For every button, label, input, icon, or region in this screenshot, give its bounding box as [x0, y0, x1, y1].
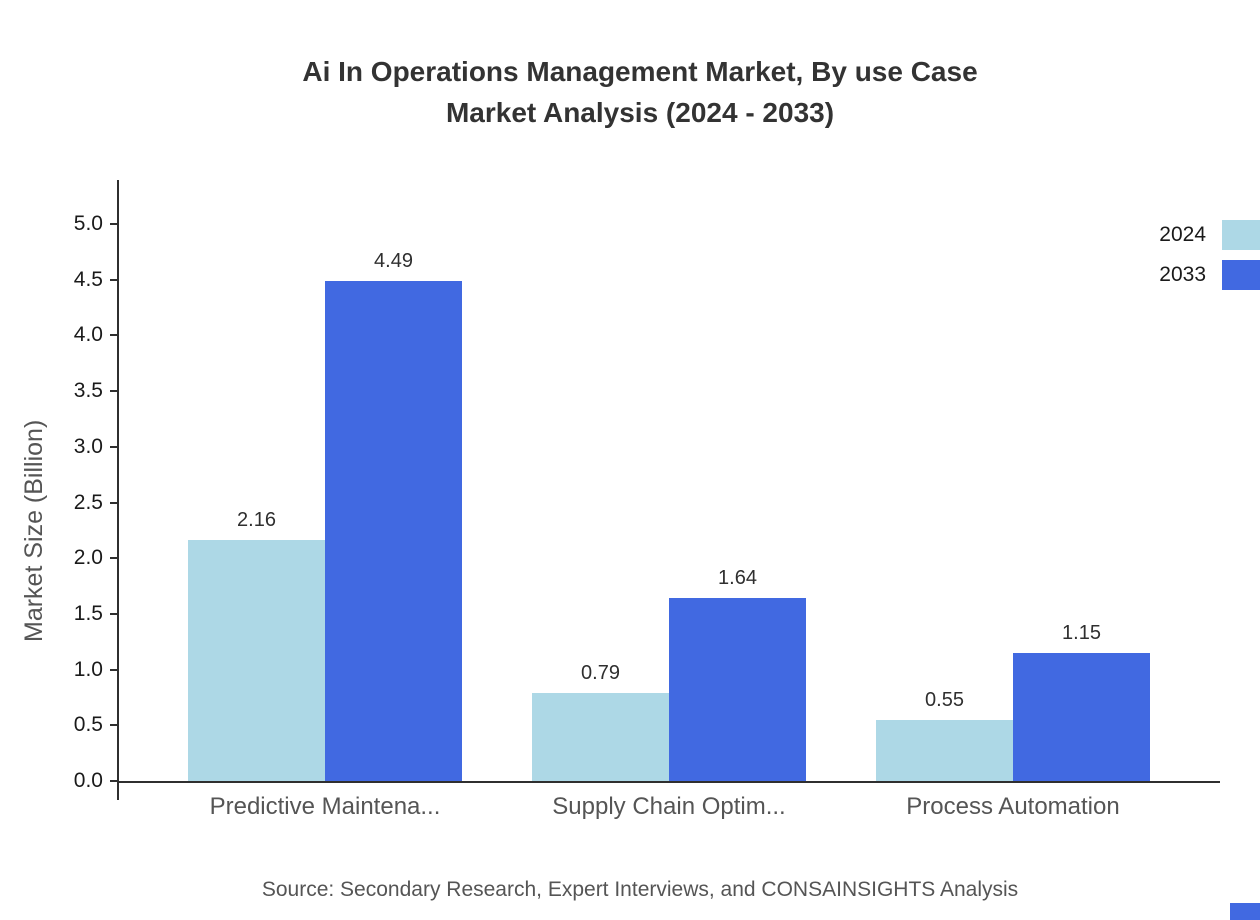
y-tick-mark	[110, 501, 118, 504]
chart-title-line1: Ai In Operations Management Market, By u…	[302, 56, 978, 87]
bar-2024-0	[188, 540, 325, 781]
bar-value-label: 1.64	[718, 567, 757, 590]
x-axis-line	[117, 781, 1220, 783]
y-tick-label: 1.5	[73, 601, 103, 625]
y-tick-mark	[110, 223, 118, 225]
y-tick-label: 2.0	[73, 546, 103, 570]
legend-swatch-2024	[1222, 220, 1260, 250]
y-tick-label: 1.0	[73, 657, 103, 681]
bar-value-label: 1.15	[1062, 621, 1101, 644]
y-tick-mark	[110, 612, 118, 615]
legend-label: 2024	[1159, 223, 1206, 246]
legend: 2024 2033	[1159, 220, 1260, 300]
bar-value-label: 2.16	[237, 509, 276, 532]
bar-2024-1	[532, 693, 669, 781]
legend-swatch-2033	[1222, 260, 1260, 290]
y-tick-label: 4.0	[73, 323, 103, 347]
y-tick-label: 5.0	[73, 212, 103, 235]
y-tick-label: 3.5	[73, 379, 103, 403]
source-note: Source: Secondary Research, Expert Inter…	[261, 878, 1019, 901]
bar-2033-2	[1013, 652, 1150, 781]
bar-value-label: 4.49	[374, 249, 413, 272]
bar-2033-0	[325, 280, 462, 781]
x-tick-label: Process Automation	[906, 793, 1120, 820]
bar-value-label: 0.79	[581, 662, 620, 684]
legend-item-2024: 2024	[1159, 220, 1260, 250]
y-tick-mark	[110, 278, 118, 281]
y-tick-mark	[110, 668, 118, 671]
legend-label: 2033	[1159, 263, 1206, 286]
bar-2024-2	[876, 719, 1013, 781]
bar-value-label: 0.55	[925, 688, 964, 711]
corner-accent	[1230, 903, 1260, 920]
y-tick-label: 2.5	[73, 490, 103, 514]
x-tick-label: Supply Chain Optim...	[552, 793, 786, 820]
y-tick-label: 0.5	[73, 713, 103, 737]
x-tick-label: Predictive Maintena...	[209, 793, 441, 820]
y-tick-label: 3.0	[73, 434, 103, 458]
y-tick-mark	[110, 780, 118, 782]
y-tick-mark	[110, 390, 118, 393]
y-tick-mark	[110, 724, 118, 727]
y-tick-label: 4.5	[73, 267, 103, 291]
chart-title: Ai In Operations Management Market, By u…	[80, 52, 1200, 133]
legend-item-2033: 2033	[1159, 260, 1260, 290]
plot-area: 2.16 4.49 Predictive Maintena... 0.79 1.64 Su…	[118, 180, 1220, 820]
y-tick-mark	[110, 445, 118, 448]
y-tick-mark	[110, 557, 118, 560]
chart-title-line2: Market Analysis (2024 - 2033)	[445, 96, 835, 128]
y-tick-mark	[110, 334, 118, 337]
y-axis-line	[117, 180, 119, 800]
bar-2033-1	[669, 598, 806, 781]
y-tick-label: 0.0	[73, 769, 103, 792]
